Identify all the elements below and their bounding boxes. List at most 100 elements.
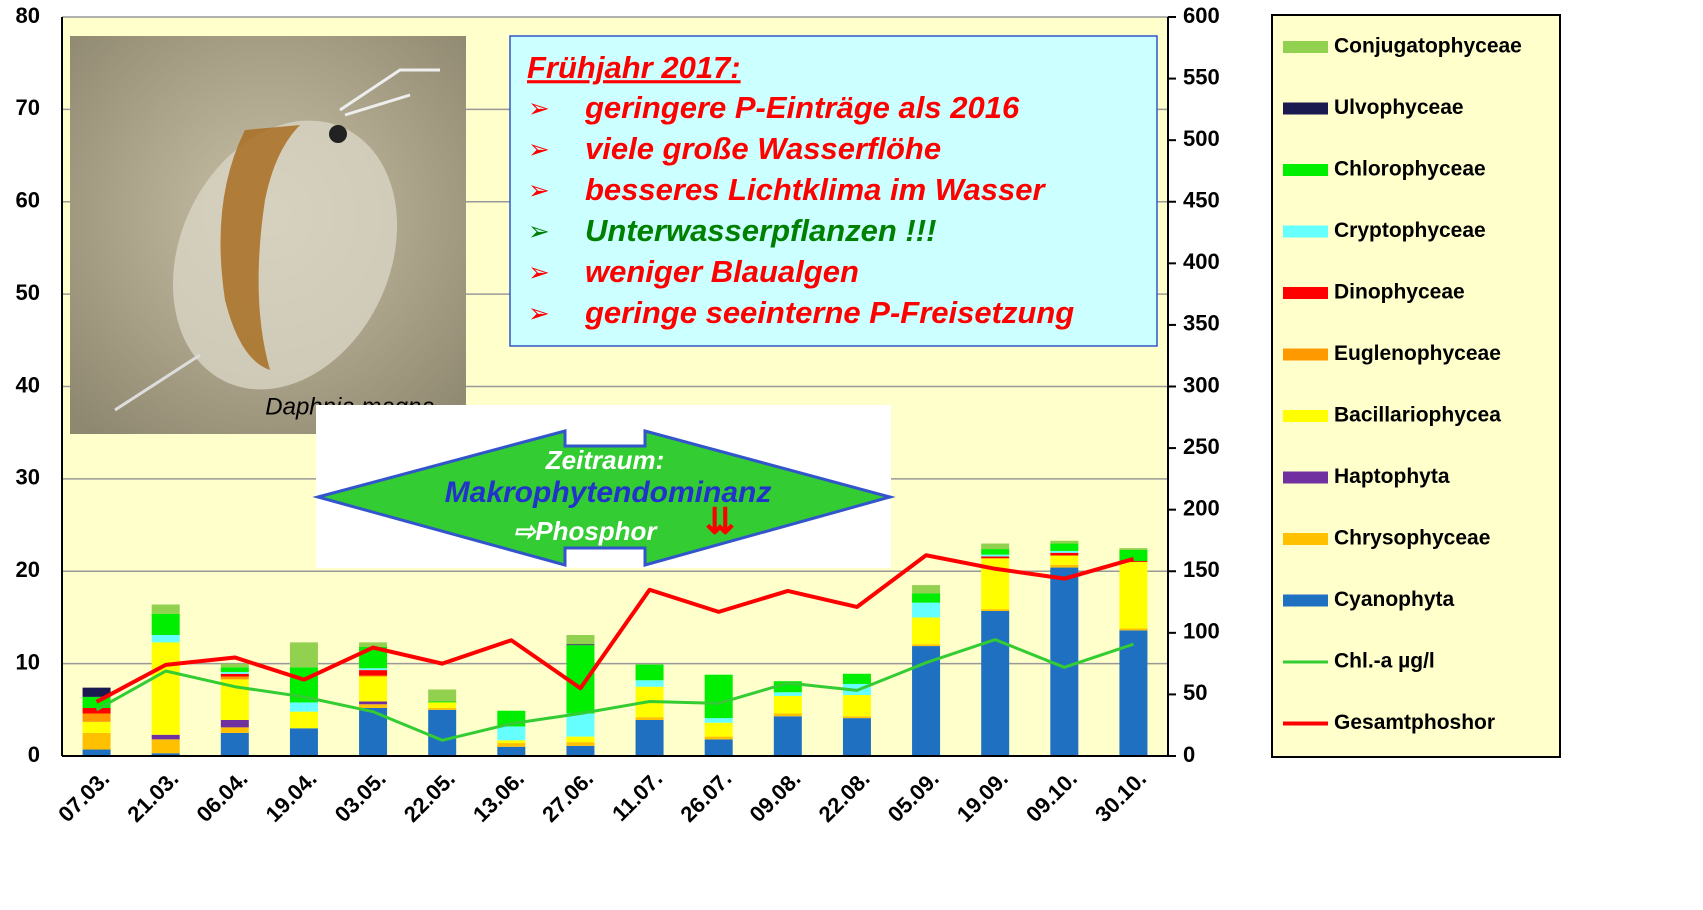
legend-label: Bacillariophycea [1334, 404, 1501, 427]
x-tick-label: 19.09. [952, 766, 1013, 827]
y2-tick-label: 600 [1183, 3, 1220, 28]
legend-swatch [1283, 533, 1328, 545]
y2-tick-label: 300 [1183, 372, 1220, 397]
photo: Daphnia magna [70, 36, 466, 434]
y2-tick-label: 350 [1183, 311, 1220, 336]
bar-segment [497, 743, 525, 747]
y2-tick-label: 400 [1183, 249, 1220, 274]
bar-segment [981, 609, 1009, 611]
x-tick-label: 26.07. [675, 766, 736, 827]
y-tick-label: 30 [16, 465, 40, 490]
x-tick-label: 11.07. [607, 766, 667, 826]
y2-tick-label: 150 [1183, 557, 1220, 582]
x-tick-label: 07.03. [53, 766, 114, 827]
y-tick-label: 10 [16, 649, 40, 674]
bar-segment [290, 642, 318, 667]
bar-segment [774, 692, 802, 696]
bar-segment [843, 716, 871, 718]
text-box-line: geringe seeinterne P-Freisetzung [584, 295, 1074, 330]
y2-tick-label: 100 [1183, 619, 1220, 644]
bar-segment [843, 695, 871, 716]
x-tick-label: 19.04. [261, 766, 322, 827]
legend-swatch [1283, 595, 1328, 607]
arrow-annotation: Zeitraum: Makrophytendominanz ⇨Phosphor … [316, 405, 891, 568]
legend-label: Haptophyta [1334, 465, 1450, 488]
x-tick-label: 27.06. [537, 766, 598, 827]
x-tick-label: 05.09. [883, 766, 944, 827]
bar-segment [636, 665, 664, 681]
bar-segment [566, 746, 594, 756]
bar-segment [152, 635, 180, 642]
bar-segment [1119, 548, 1147, 550]
legend-label: Ulvophyceae [1334, 96, 1464, 119]
bar-segment [912, 603, 940, 618]
y-tick-label: 50 [16, 280, 40, 305]
y-tick-label: 80 [16, 3, 40, 28]
legend-swatch [1283, 472, 1328, 484]
bar-segment [428, 708, 456, 710]
bar-segment [774, 714, 802, 717]
bar-segment [152, 739, 180, 753]
bar-segment [221, 664, 249, 668]
bar-segment [359, 676, 387, 677]
bar-segment [152, 642, 180, 734]
x-tick-label: 09.10. [1021, 766, 1082, 827]
x-tick-label: 06.04. [192, 766, 253, 827]
bar-segment [566, 737, 594, 743]
legend-swatch [1283, 103, 1328, 115]
legend-label: Cyanophyta [1334, 588, 1455, 611]
bar-segment [981, 544, 1009, 550]
bullet: ➢ [528, 175, 550, 205]
bar-segment [981, 555, 1009, 557]
x-tick-label: 21.03. [122, 766, 183, 827]
text-box-heading: Frühjahr 2017: [527, 50, 741, 85]
legend-swatch [1283, 226, 1328, 238]
bar-segment [1050, 556, 1078, 565]
bar-segment [912, 617, 940, 644]
y-tick-label: 70 [16, 95, 40, 120]
legend-box [1272, 15, 1560, 757]
text-box-line: Unterwasserpflanzen !!! [585, 213, 936, 248]
bar-segment [566, 714, 594, 737]
bar-segment [912, 585, 940, 593]
bar-segment [774, 716, 802, 756]
bar-segment [221, 674, 249, 677]
bar-segment [83, 714, 111, 722]
y-tick-label: 0 [28, 742, 40, 767]
text-box: Frühjahr 2017: ➢geringere P-Einträge als… [510, 36, 1157, 346]
legend-label: Chlorophyceae [1334, 158, 1486, 181]
text-box-line: viele große Wasserflöhe [585, 131, 941, 166]
chart: 0102030405060708005010015020025030035040… [0, 0, 1703, 910]
bullet: ➢ [528, 216, 550, 246]
bar-segment [1050, 541, 1078, 544]
y2-tick-label: 450 [1183, 188, 1220, 213]
bar-segment [705, 675, 733, 718]
x-tick-label: 22.05. [399, 766, 460, 827]
y2-tick-label: 200 [1183, 495, 1220, 520]
bar-segment [221, 672, 249, 674]
bar-segment [1119, 629, 1147, 631]
bar-segment [497, 740, 525, 743]
legend-label: Cryptophyceae [1334, 219, 1486, 242]
daphnia-eye [329, 125, 347, 143]
bar-segment [428, 702, 456, 708]
bar-segment [774, 696, 802, 714]
bar-segment [428, 689, 456, 701]
x-tick-label: 03.05. [330, 766, 391, 827]
x-tick-label: 09.08. [745, 766, 806, 827]
bar-segment [221, 667, 249, 672]
bar-segment [912, 644, 940, 646]
bar-segment [981, 556, 1009, 558]
bar-segment [636, 720, 664, 756]
bar-segment [290, 702, 318, 711]
bar-segment [152, 735, 180, 740]
bar-segment [290, 712, 318, 729]
legend-label: Conjugatophyceae [1334, 35, 1522, 58]
bar-segment [636, 680, 664, 686]
bar-segment [221, 727, 249, 733]
bar-segment [359, 670, 387, 676]
bar-segment [566, 742, 594, 746]
legend-label: Euglenophyceae [1334, 342, 1501, 365]
bar-segment [359, 677, 387, 702]
bar-segment [843, 674, 871, 684]
